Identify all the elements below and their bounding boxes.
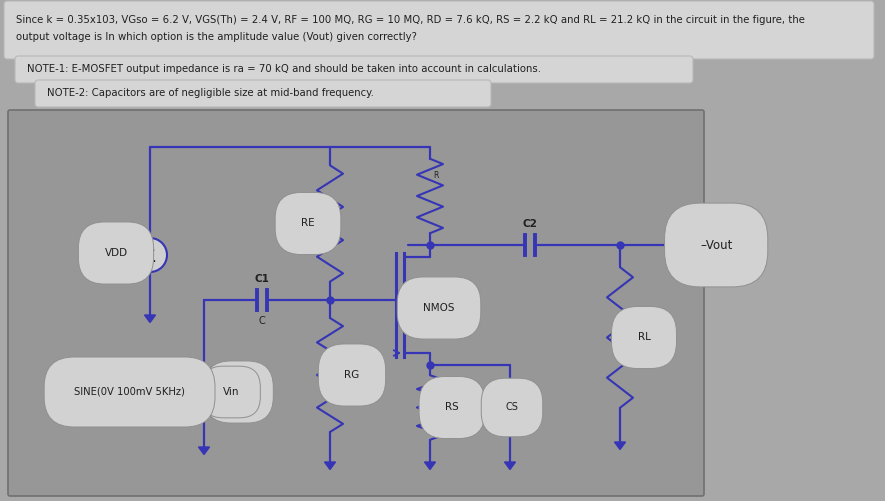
Text: RS: RS xyxy=(445,402,459,412)
Text: C1: C1 xyxy=(255,274,269,284)
Text: CS: CS xyxy=(505,402,519,412)
Text: R: R xyxy=(433,170,438,179)
Polygon shape xyxy=(614,442,626,449)
Text: −: − xyxy=(197,391,211,406)
Polygon shape xyxy=(144,315,156,323)
FancyBboxPatch shape xyxy=(35,80,491,107)
Polygon shape xyxy=(198,447,210,454)
Polygon shape xyxy=(325,462,335,469)
Text: u: u xyxy=(396,302,401,308)
Text: −: − xyxy=(143,255,157,270)
Text: NOTE-2: Capacitors are of negligible size at mid-band frequency.: NOTE-2: Capacitors are of negligible siz… xyxy=(47,88,373,98)
FancyBboxPatch shape xyxy=(4,1,874,59)
Text: SINE(0V 100mV 5KHz): SINE(0V 100mV 5KHz) xyxy=(74,387,185,397)
Polygon shape xyxy=(425,462,435,469)
Text: Since k = 0.35x103, VGso = 6.2 V, VGS(Th) = 2.4 V, RF = 100 MQ, RG = 10 MQ, RD =: Since k = 0.35x103, VGso = 6.2 V, VGS(Th… xyxy=(16,15,804,25)
Text: –Vout: –Vout xyxy=(700,238,733,252)
FancyBboxPatch shape xyxy=(15,56,693,83)
Text: output voltage is In which option is the amplitude value (Vout) given correctly?: output voltage is In which option is the… xyxy=(16,32,417,42)
Text: RG: RG xyxy=(344,370,359,380)
Text: C2: C2 xyxy=(522,219,537,229)
Text: Vin: Vin xyxy=(223,387,240,397)
Circle shape xyxy=(133,238,167,272)
FancyBboxPatch shape xyxy=(8,110,704,496)
Circle shape xyxy=(187,375,221,409)
Polygon shape xyxy=(504,462,515,469)
Text: RL: RL xyxy=(637,333,650,343)
Text: C: C xyxy=(258,316,265,326)
Text: NMOS: NMOS xyxy=(423,303,455,313)
Text: VDD: VDD xyxy=(104,248,127,258)
Text: +: + xyxy=(144,243,155,257)
Text: NOTE-1: E-MOSFET output impedance is ra = 70 kQ and should be taken into account: NOTE-1: E-MOSFET output impedance is ra … xyxy=(27,64,541,74)
Text: Vin: Vin xyxy=(231,387,247,397)
Text: +: + xyxy=(199,380,210,393)
Text: RE: RE xyxy=(301,218,315,228)
